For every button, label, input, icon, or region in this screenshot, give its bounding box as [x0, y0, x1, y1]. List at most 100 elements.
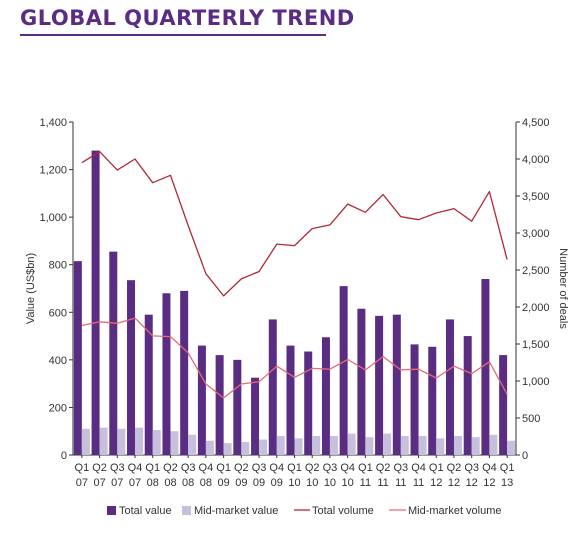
x-tick-year: 08: [147, 477, 159, 489]
x-tick-quarter: Q4: [199, 462, 214, 474]
bar-total-value: [91, 150, 100, 456]
x-tick-year: 10: [306, 477, 318, 489]
line-mid-market-volume: [81, 317, 508, 399]
bar-total-value: [144, 314, 153, 455]
bar-mid-market-value: [400, 435, 409, 455]
bar-mid-market-value: [205, 440, 214, 455]
bar-total-value: [445, 319, 454, 455]
x-tick-quarter: Q4: [482, 462, 497, 474]
x-tick-quarter: Q3: [464, 462, 479, 474]
bar-mid-market-value: [259, 439, 268, 455]
legend-swatch-mid-market-value: [182, 506, 191, 515]
bar-total-value: [162, 293, 171, 455]
y-right-tick-label: 1,500: [522, 339, 550, 351]
bar-mid-market-value: [99, 427, 108, 455]
bar-total-value: [428, 346, 437, 455]
y-right-tick-label: 4,500: [522, 117, 550, 129]
x-tick-year: 09: [217, 477, 229, 489]
y-left-tick-label: 200: [49, 402, 67, 414]
bar-mid-market-value: [188, 434, 197, 455]
bar-mid-market-value: [294, 438, 303, 455]
bar-total-value: [304, 351, 313, 455]
x-tick-year: 09: [253, 477, 265, 489]
bar-mid-market-value: [276, 435, 285, 455]
x-tick-year: 12: [483, 477, 495, 489]
bar-total-value: [286, 345, 295, 455]
bar-mid-market-value: [507, 440, 516, 455]
x-tick-quarter: Q2: [163, 462, 178, 474]
x-tick-quarter: Q4: [128, 462, 143, 474]
y-left-tick-label: 0: [61, 450, 67, 462]
y-right-tick-label: 3,000: [522, 228, 550, 240]
bar-mid-market-value: [418, 435, 427, 455]
legend-swatch-total-value: [107, 506, 116, 515]
x-tick-year: 10: [342, 477, 354, 489]
bar-mid-market-value: [152, 430, 161, 455]
x-tick-year: 07: [93, 477, 105, 489]
y-left-tick-label: 800: [49, 260, 67, 272]
x-tick-quarter: Q4: [411, 462, 426, 474]
x-tick-quarter: Q1: [216, 462, 231, 474]
x-tick-quarter: Q1: [500, 462, 515, 474]
y-left-tick-label: 400: [49, 355, 67, 367]
bar-mid-market-value: [312, 435, 321, 455]
x-tick-quarter: Q2: [234, 462, 249, 474]
bar-total-value: [73, 261, 82, 455]
x-tick-year: 07: [76, 477, 88, 489]
legend-label-total-volume: Total volume: [312, 505, 374, 517]
x-tick-quarter: Q3: [110, 462, 125, 474]
bar-total-value: [481, 278, 490, 455]
bar-total-value: [375, 315, 384, 455]
x-tick-quarter: Q3: [393, 462, 408, 474]
x-tick-quarter: Q2: [447, 462, 462, 474]
x-tick-year: 10: [324, 477, 336, 489]
bar-mid-market-value: [347, 433, 356, 455]
x-tick-year: 12: [448, 477, 460, 489]
x-tick-year: 08: [200, 477, 212, 489]
bar-mid-market-value: [489, 434, 498, 455]
x-tick-year: 07: [111, 477, 123, 489]
bar-total-value: [321, 337, 330, 455]
x-tick-year: 12: [466, 477, 478, 489]
bar-total-value: [127, 280, 136, 455]
y-left-tick-label: 1,000: [39, 212, 67, 224]
bar-total-value: [215, 355, 224, 455]
bar-mid-market-value: [135, 427, 144, 455]
x-tick-year: 11: [360, 477, 371, 489]
x-tick-quarter: Q4: [340, 462, 355, 474]
bar-total-value: [410, 344, 419, 455]
bar-mid-market-value: [471, 437, 480, 455]
bar-mid-market-value: [223, 443, 232, 455]
y-left-axis-title: Value (US$bn): [25, 253, 37, 324]
x-tick-quarter: Q4: [269, 462, 284, 474]
bar-total-value: [197, 345, 206, 455]
y-right-tick-label: 0: [522, 450, 528, 462]
y-right-axis-title: Number of deals: [557, 248, 569, 329]
bar-mid-market-value: [329, 435, 338, 455]
x-tick-quarter: Q1: [358, 462, 373, 474]
bar-total-value: [180, 290, 189, 455]
bar-mid-market-value: [241, 441, 250, 455]
y-left-tick-label: 1,400: [39, 117, 67, 129]
x-tick-year: 11: [395, 477, 406, 489]
x-tick-quarter: Q2: [376, 462, 391, 474]
legend-label-mid-market-value: Mid-market value: [194, 505, 278, 517]
x-tick-year: 12: [430, 477, 442, 489]
y-right-tick-label: 3,500: [522, 191, 550, 203]
bar-mid-market-value: [383, 433, 392, 455]
legend-label-total-value: Total value: [119, 505, 172, 517]
x-tick-quarter: Q1: [145, 462, 160, 474]
bar-total-value: [109, 251, 118, 455]
bar-total-value: [251, 377, 260, 455]
y-right-tick-label: 500: [522, 413, 540, 425]
bar-mid-market-value: [436, 438, 445, 455]
x-tick-year: 09: [235, 477, 247, 489]
x-tick-quarter: Q2: [92, 462, 107, 474]
bar-total-value: [268, 319, 277, 455]
x-tick-year: 11: [377, 477, 388, 489]
x-tick-quarter: Q3: [323, 462, 338, 474]
bar-mid-market-value: [453, 435, 462, 455]
bar-total-value: [463, 336, 472, 455]
y-right-tick-label: 2,500: [522, 265, 550, 277]
